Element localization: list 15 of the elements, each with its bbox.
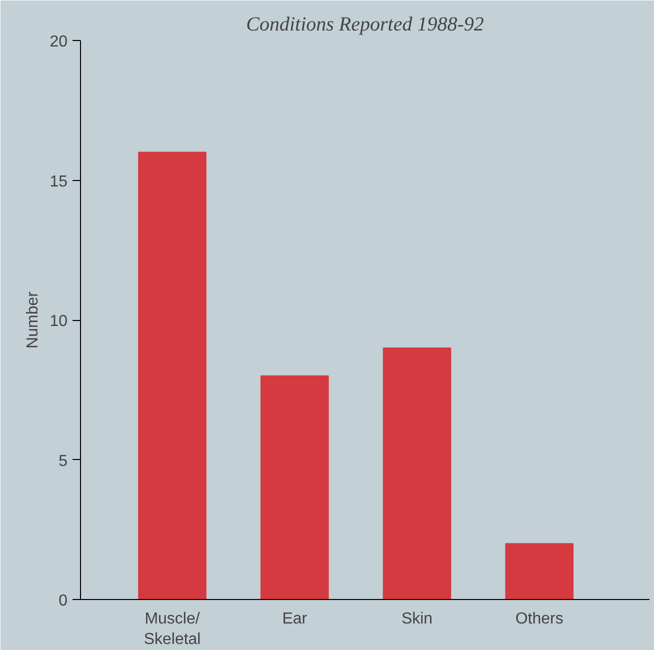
x-tick-label: Muscle/ Skeletal	[144, 610, 201, 648]
bar	[260, 375, 329, 600]
y-tick-label: 10	[50, 313, 68, 330]
y-tick-label: 20	[50, 34, 68, 50]
x-tick-label: Ear	[282, 610, 308, 628]
bar	[138, 152, 206, 600]
bar	[382, 347, 452, 600]
y-tick-label: 15	[50, 173, 68, 190]
bar	[505, 543, 574, 600]
x-tick-label: Skin	[401, 610, 433, 628]
y-tick-label: 0	[58, 592, 68, 610]
y-tick-label: 5	[58, 452, 68, 470]
y-axis-title: Number	[24, 290, 42, 348]
chart-title: Conditions Reported 1988-92	[246, 14, 484, 36]
x-tick-label: Others	[515, 610, 564, 628]
